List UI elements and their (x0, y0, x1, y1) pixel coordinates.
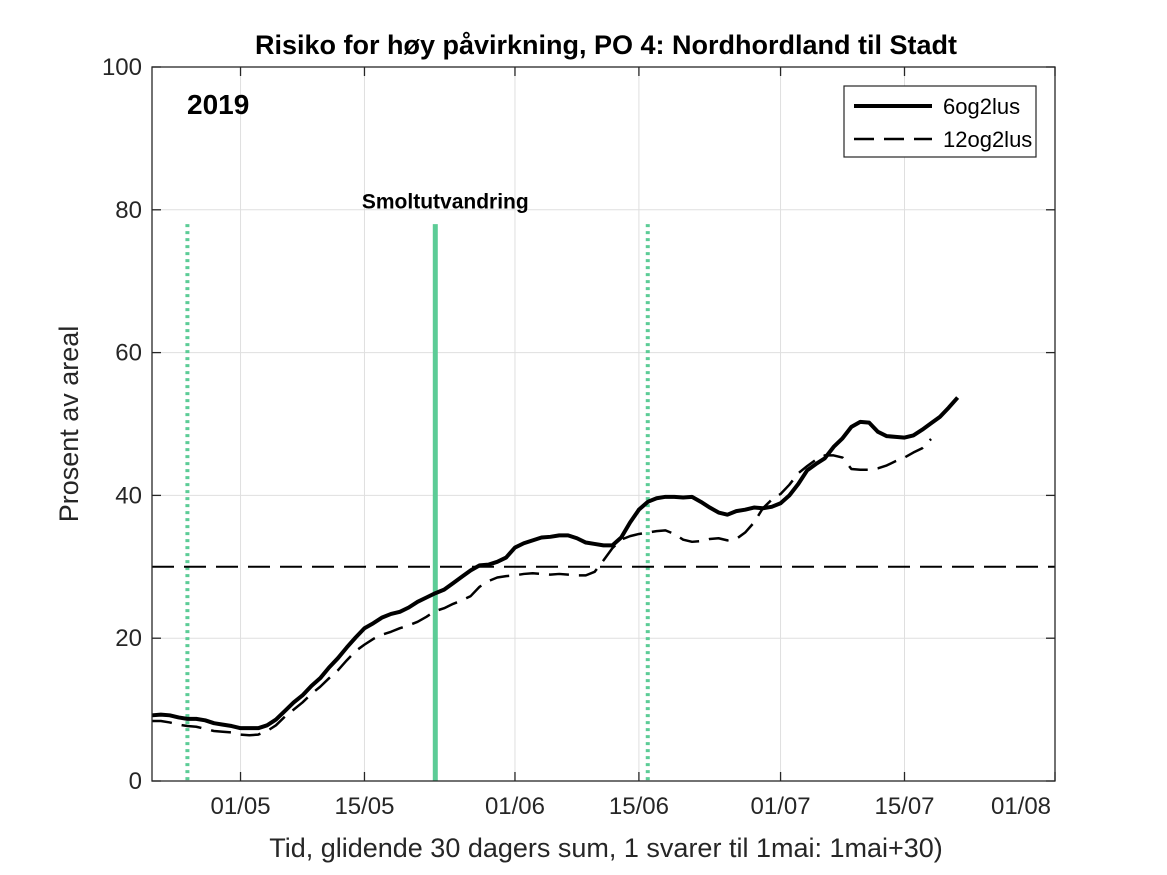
x-tick-label: 15/05 (334, 793, 394, 820)
y-tick-label: 20 (115, 625, 142, 652)
smolt-migration-annotation: Smoltutvandring (362, 191, 529, 214)
x-tick-label: 15/07 (874, 793, 934, 820)
y-tick-label: 40 (115, 482, 142, 509)
legend-box (843, 85, 1037, 158)
x-tick-label: 01/07 (751, 793, 811, 820)
x-tick-label: 01/08 (991, 793, 1051, 820)
y-tick-label: 0 (129, 768, 142, 795)
x-tick-label: 01/05 (210, 793, 270, 820)
y-tick-label: 100 (102, 54, 142, 81)
axes-box (151, 66, 1056, 782)
x-axis-label: Tid, glidende 30 dagers sum, 1 svarer ti… (269, 833, 943, 863)
series-line-6og2lus (151, 396, 960, 731)
x-tick-label: 01/06 (485, 793, 545, 820)
legend: 6og2lus 12og2lus (843, 85, 1037, 158)
legend-label-6og2lus: 6og2lus (943, 94, 1020, 119)
year-label: 2019 (187, 89, 249, 120)
y-tick-label: 80 (115, 197, 142, 224)
plot-area: 01/05 15/05 01/06 15/06 01/07 15/07 01/08 0 20 40… (102, 54, 1056, 820)
series-line-12og2lus (152, 438, 932, 737)
chart-title: Risiko for høy påvirkning, PO 4: Nordhor… (255, 30, 957, 60)
legend-label-12og2lus: 12og2lus (943, 127, 1032, 152)
plot-background (152, 67, 1055, 781)
y-tick-label: 60 (115, 340, 142, 367)
y-axis-label: Prosent av areal (54, 326, 84, 523)
x-tick-label: 15/06 (609, 793, 669, 820)
